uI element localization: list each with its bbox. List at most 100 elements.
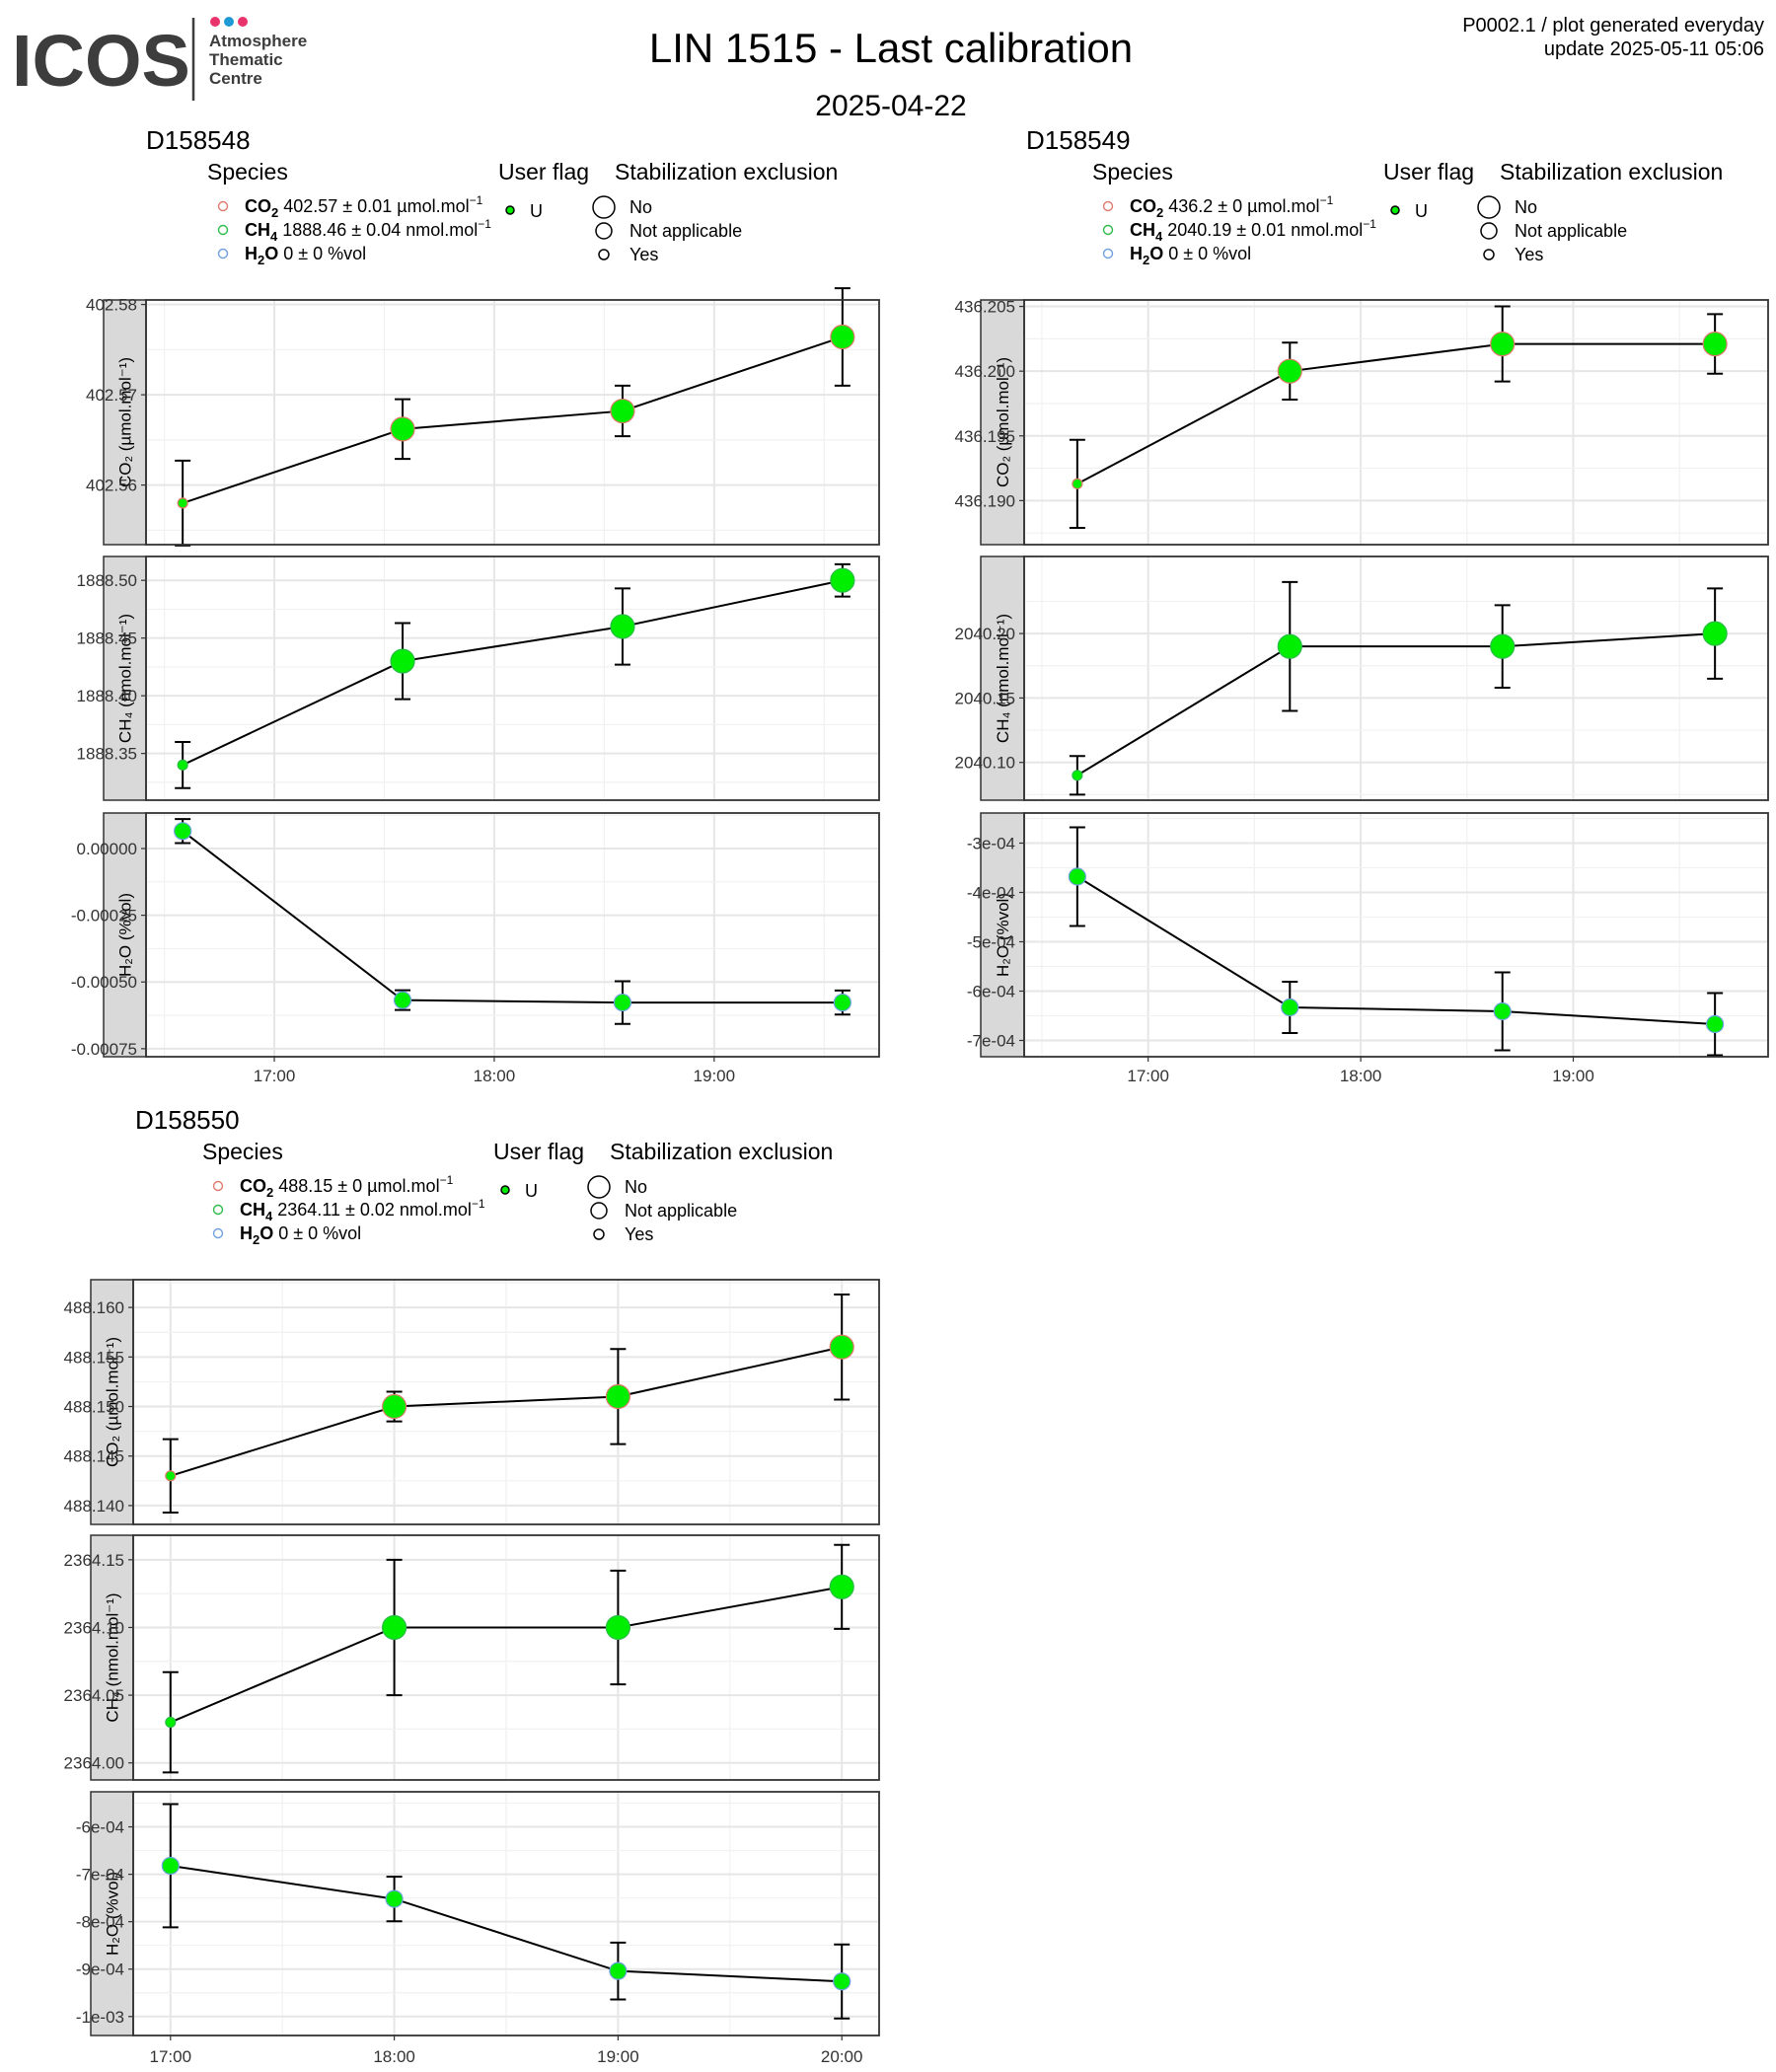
panel-border (1023, 555, 1769, 801)
page-subtitle: 2025-04-22 (815, 90, 966, 122)
panel-border (132, 1791, 880, 2036)
y-tick-label: 488.155 (64, 1348, 124, 1367)
legend-stab-circle (595, 222, 613, 240)
panel-strip (980, 299, 1025, 546)
data-point (382, 1614, 407, 1641)
panel-ch4: CH₄ (nmol.mol⁻¹) 1888.35 1888.40 1888.45 188… (77, 555, 880, 801)
legend-species-title: Species (207, 159, 288, 185)
y-tick-label: 436.205 (955, 298, 1015, 317)
y-tick-label: -0.00050 (71, 973, 137, 992)
y-tick-label: -0.00075 (71, 1040, 137, 1059)
panel-ylabel: H₂O (%vol) (104, 1872, 122, 1956)
y-tick-label: 1888.50 (77, 571, 137, 590)
y-tick-label: 0.00000 (77, 840, 137, 858)
x-tick-label: 19:00 (694, 1067, 736, 1085)
panel-co2: CO₂ (µmol.mol⁻¹) 488.140 488.145 488.150 488… (64, 1279, 880, 1525)
y-tick-label: -3e-04 (967, 835, 1015, 853)
legend-species-dot (1102, 224, 1114, 236)
data-point (382, 1393, 407, 1420)
legend-stab-label: Yes (1515, 245, 1543, 264)
x-tick-label: 18:00 (474, 1067, 516, 1085)
y-tick-label: 436.200 (955, 362, 1015, 381)
series-line (170, 1586, 843, 1724)
legend-stabilization-title: Stabilization exclusion (1500, 159, 1723, 185)
y-tick-label: 2364.10 (64, 1618, 124, 1637)
y-tick-label: 488.160 (64, 1298, 124, 1317)
legend-stab-label: Not applicable (629, 221, 742, 241)
data-point (161, 1856, 180, 1876)
chart-d158549: D158549 Species User flag Stabilization exc… (955, 125, 1769, 1085)
legend-flag-dot (1390, 205, 1400, 215)
info-line-2: update 2025-05-11 05:06 (1544, 38, 1764, 60)
panel-h2o: H₂O (%vol) -6e-04 -7e-04 -8e-04 -9e-04 -1e-03… (76, 1791, 880, 2066)
chart-title: D158549 (1026, 125, 1131, 155)
series-line (182, 335, 844, 504)
legend-user-flag-title: User flag (493, 1139, 584, 1164)
panel-border (145, 812, 880, 1058)
panel-ylabel: CO₂ (µmol.mol⁻¹) (104, 1337, 122, 1467)
y-tick-label: 436.190 (955, 491, 1015, 510)
panel-h2o: H₂O (%vol) -3e-04 -4e-04 -5e-04 -6e-04 -7e-04… (967, 812, 1769, 1085)
legend-species-dot (1102, 248, 1114, 259)
legend-flag-label: U (1415, 201, 1428, 221)
legend-stab-circle (590, 1202, 608, 1220)
x-tick-label: 17:00 (1127, 1067, 1169, 1085)
legend-flag-label: U (525, 1181, 538, 1201)
data-point (165, 1716, 177, 1729)
y-tick-label: 488.150 (64, 1398, 124, 1417)
legend-stab-label: Not applicable (1515, 221, 1627, 241)
data-point (1277, 633, 1302, 659)
y-tick-label: -6e-04 (967, 983, 1015, 1001)
x-tick-label: 19:00 (1552, 1067, 1594, 1085)
series-line (1076, 875, 1716, 1025)
legend-stab-label: Not applicable (625, 1201, 737, 1221)
info-line-1: P0002.1 / plot generated everyday (1462, 15, 1764, 37)
panel-h2o: H₂O (%vol) 0.00000 -0.00025 -0.00050 -0.0007… (71, 812, 880, 1085)
data-point (829, 1334, 854, 1360)
legend-stab-circle (1477, 195, 1501, 219)
data-point (610, 398, 635, 424)
data-point (390, 416, 415, 442)
panel-strip (103, 555, 147, 801)
y-tick-label: -8e-04 (76, 1913, 124, 1932)
panel-ylabel: CH₄ (nmol.mol⁻¹) (116, 614, 135, 743)
data-point (609, 1961, 628, 1980)
panel-ylabel: CO₂ (µmol.mol⁻¹) (994, 357, 1012, 487)
panel-strip (90, 1791, 134, 2036)
data-point (177, 759, 188, 771)
panel-ylabel: CO₂ (µmol.mol⁻¹) (116, 357, 135, 487)
legend-stab-label: No (1515, 197, 1537, 217)
y-tick-label: 402.56 (86, 477, 137, 495)
legend-species-dot (212, 1180, 224, 1192)
legend-species-dot (212, 1204, 224, 1216)
x-tick-label: 18:00 (1340, 1067, 1382, 1085)
series-line (170, 1346, 843, 1477)
data-point (830, 567, 855, 593)
x-tick-label: 20:00 (821, 2047, 863, 2066)
legend-flag-dot (505, 205, 515, 215)
y-tick-label: 402.58 (86, 296, 137, 315)
legend-species-dot (217, 200, 229, 212)
panel-strip (103, 812, 147, 1058)
legend-species-entry: H2O 0 ± 0 %vol (245, 244, 366, 267)
chart-title: D158548 (146, 125, 251, 155)
y-tick-label: 2364.05 (64, 1686, 124, 1705)
legend-stab-label: No (625, 1177, 647, 1197)
data-point (1702, 332, 1728, 357)
y-tick-label: -9e-04 (76, 1961, 124, 1979)
legend-flag-dot (500, 1185, 510, 1195)
legend-stab-label: No (629, 197, 652, 217)
data-point (833, 1972, 851, 1991)
panel-ylabel: CH₄ (nmol.mol⁻¹) (104, 1592, 122, 1722)
data-point (1072, 770, 1083, 781)
y-tick-label: 1888.35 (77, 745, 137, 764)
data-point (385, 1889, 404, 1908)
legend-stab-circle (1480, 222, 1498, 240)
chart-d158550: D158550 Species User flag Stabilization exc… (64, 1105, 880, 2066)
legend-species-title: Species (202, 1139, 283, 1164)
data-point (1281, 998, 1299, 1017)
panel-ylabel: CH₄ (nmol.mol⁻¹) (994, 614, 1012, 743)
x-tick-label: 17:00 (254, 1067, 296, 1085)
legend-stab-circle (592, 195, 616, 219)
